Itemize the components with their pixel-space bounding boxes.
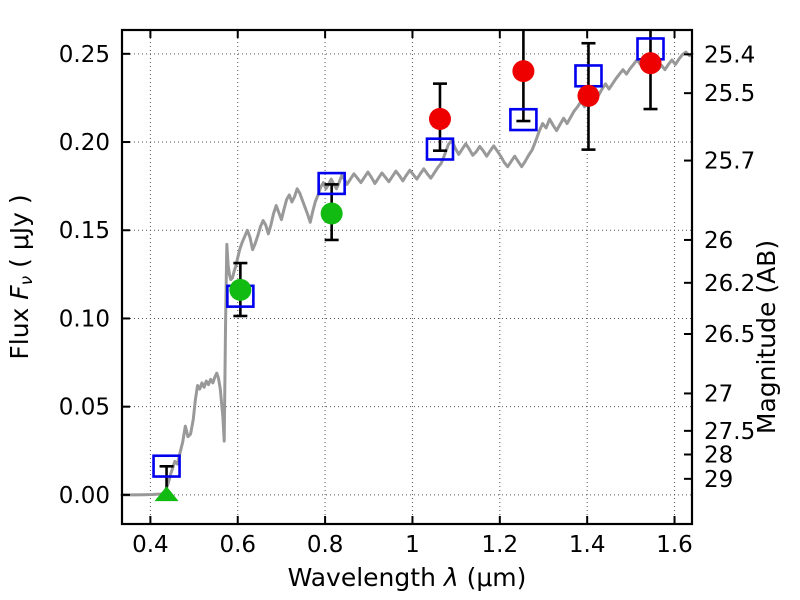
x-tick-label: 0.4 bbox=[132, 532, 169, 558]
x-tick-label: 1 bbox=[405, 532, 420, 558]
model-photometry-square bbox=[152, 454, 181, 478]
y-right-tick-label: 25.4 bbox=[704, 42, 755, 68]
grid-layer bbox=[122, 30, 692, 524]
plot-frame bbox=[120, 28, 694, 526]
y-right-tick-label: 26.5 bbox=[704, 322, 755, 348]
axis-titles: Wavelength λ (μm) Flux Fν ( μJy ) Magnitud… bbox=[5, 194, 781, 592]
model-photometry-square bbox=[509, 107, 538, 132]
nir-photometry-point bbox=[577, 84, 600, 107]
y-left-tick-label: 0.05 bbox=[59, 395, 110, 421]
y-right-tick-label: 27.5 bbox=[704, 419, 755, 445]
model-photometry-square bbox=[317, 171, 346, 196]
y-left-tick-label: 0.15 bbox=[59, 218, 110, 244]
y-right-tick-label: 27 bbox=[704, 381, 733, 407]
y-right-tick-label: 25.7 bbox=[704, 149, 755, 175]
model-photometry-square bbox=[425, 137, 455, 161]
x-axis-title: Wavelength λ (μm) bbox=[288, 563, 527, 592]
x-tick-label: 1.2 bbox=[482, 532, 519, 558]
y-right-tick-label: 29 bbox=[704, 467, 733, 493]
y-right-tick-label: 26 bbox=[704, 228, 733, 254]
axes-frame bbox=[120, 28, 694, 526]
nir-photometry-point bbox=[512, 60, 535, 83]
y-right-tick-label: 26.2 bbox=[704, 271, 755, 297]
y-right-axis-title: Magnitude (AB) bbox=[752, 240, 781, 434]
upper-limit-triangle bbox=[154, 486, 179, 502]
y-right-tick-label: 28 bbox=[704, 442, 733, 468]
x-tick-label: 1.6 bbox=[656, 532, 693, 558]
x-tick-label: 1.4 bbox=[569, 532, 606, 558]
y-right-tick-label: 25.5 bbox=[704, 81, 755, 107]
tick-labels: 0.4 0.6 0.8 1 1.2 1.4 1.6 0.00 0.05 0.10 0.15 0.20 0… bbox=[59, 42, 755, 558]
nir-photometry-point bbox=[639, 52, 662, 75]
y-left-tick-label: 0.25 bbox=[59, 42, 110, 68]
y-left-tick-label: 0.10 bbox=[59, 306, 110, 332]
x-tick-label: 0.6 bbox=[219, 532, 256, 558]
y-left-tick-label: 0.20 bbox=[59, 130, 110, 156]
y-left-axis-title: Flux Fν ( μJy ) bbox=[5, 194, 37, 359]
data-markers bbox=[152, 37, 665, 502]
nir-photometry-point bbox=[428, 107, 451, 130]
optical-photometry-point bbox=[320, 202, 343, 225]
x-tick-label: 0.8 bbox=[307, 532, 344, 558]
y-left-tick-label: 0.00 bbox=[59, 483, 110, 509]
optical-photometry-point bbox=[229, 278, 252, 301]
